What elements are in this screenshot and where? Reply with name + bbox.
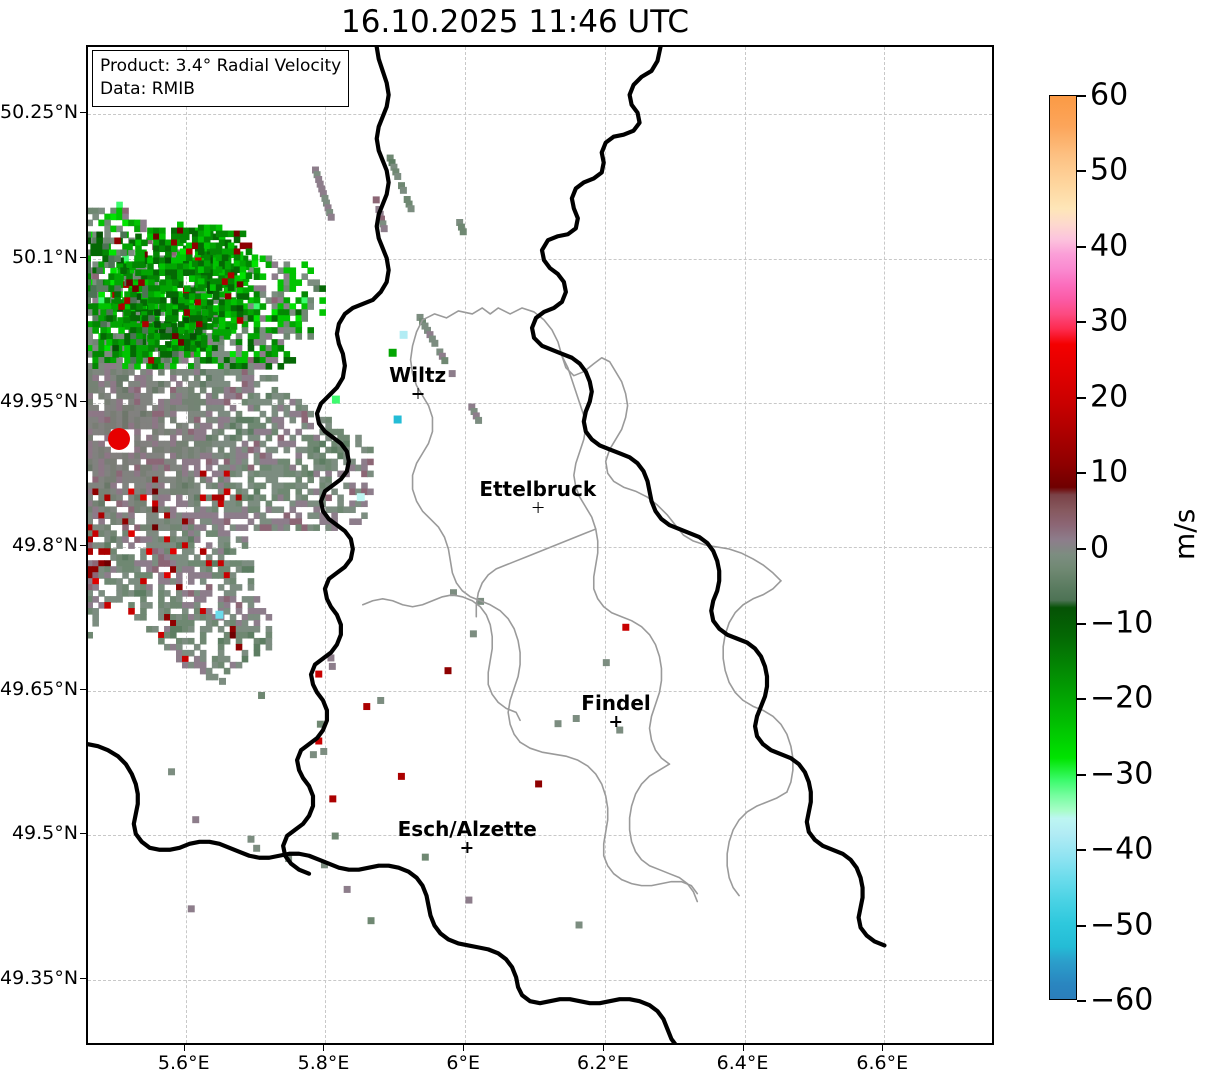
gridline-vertical (884, 47, 886, 1043)
x-tickmark (602, 1045, 604, 1051)
y-tickmark (80, 545, 86, 546)
colorbar-tick-label: −10 (1090, 605, 1154, 641)
colorbar-tick-label: 40 (1090, 228, 1129, 264)
colorbar-tickmark (1077, 396, 1086, 399)
page-title: 16.10.2025 11:46 UTC (341, 4, 689, 40)
colorbar-tick-label: −40 (1090, 831, 1154, 867)
y-tick-label: 49.5°N (11, 822, 78, 845)
map-plot-area[interactable]: Wiltz Ettelbruck Findel Esch/Alzette (86, 45, 994, 1045)
x-tick-label: 5.8°E (297, 1052, 350, 1074)
x-tickmark (183, 1045, 185, 1051)
gridline-horizontal (88, 547, 992, 548)
colorbar-tick-label: −30 (1090, 756, 1154, 792)
colorbar-tickmark (1077, 321, 1086, 324)
map-canvas: Wiltz Ettelbruck Findel Esch/Alzette (88, 47, 992, 1043)
colorbar-tickmark (1077, 622, 1086, 625)
y-tickmark (80, 833, 86, 835)
product-info-box: Product: 3.4° Radial Velocity Data: RMIB (92, 50, 350, 107)
colorbar-tickmark (1077, 924, 1086, 927)
gridline-vertical (604, 47, 606, 1043)
x-tick-label: 6°E (446, 1052, 480, 1074)
y-tick-label: 50.1°N (11, 245, 78, 268)
gridline-horizontal (88, 979, 992, 981)
y-tick-label: 50.25°N (0, 101, 79, 124)
y-tick-label: 49.65°N (0, 678, 79, 701)
radar-site-marker (108, 428, 131, 451)
colorbar[interactable] (1049, 95, 1077, 1000)
colorbar-unit-label: m/s (1168, 508, 1201, 560)
y-tickmark (80, 256, 86, 258)
gridline-vertical (465, 47, 467, 1043)
y-tick-label: 49.8°N (11, 534, 78, 556)
colorbar-tick-label: −50 (1090, 907, 1154, 943)
colorbar-tickmark (1077, 698, 1086, 701)
colorbar-tickmark (1077, 773, 1086, 776)
x-tickmark (323, 1045, 325, 1051)
colorbar-tick-label: 20 (1090, 379, 1129, 415)
x-tick-label: 6.4°E (716, 1052, 769, 1074)
x-tickmark (882, 1045, 884, 1051)
gridline-horizontal (88, 114, 992, 116)
gridline-horizontal (88, 402, 992, 404)
gridline-vertical (744, 47, 746, 1043)
gridline-horizontal (88, 691, 992, 693)
colorbar-tick-label: 60 (1090, 77, 1129, 113)
colorbar-tickmark (1077, 849, 1086, 852)
colorbar-tick-label: 0 (1090, 530, 1110, 565)
y-tickmark (80, 977, 86, 979)
y-tickmark (80, 689, 86, 691)
colorbar-tickmark (1077, 472, 1086, 475)
x-tick-label: 6.6°E (856, 1052, 909, 1074)
colorbar-tick-label: 30 (1090, 303, 1129, 339)
colorbar-gradient (1049, 95, 1077, 1000)
x-tickmark (463, 1045, 465, 1051)
colorbar-tickmark (1077, 547, 1086, 550)
colorbar-tick-label: 10 (1090, 454, 1129, 490)
radar-echo-layer (88, 154, 630, 929)
colorbar-tickmark (1077, 170, 1086, 173)
gridline-horizontal (88, 835, 992, 837)
y-tickmark (80, 400, 86, 402)
product-line: Product: 3.4° Radial Velocity (100, 56, 342, 76)
colorbar-tick-label: −20 (1090, 680, 1154, 716)
colorbar-tick-label: −60 (1090, 982, 1154, 1018)
colorbar-tickmark (1077, 95, 1086, 97)
internal-boundary-layer (361, 307, 794, 903)
country-border-layer (88, 47, 887, 1043)
colorbar-tickmark (1077, 245, 1086, 248)
data-source-line: Data: RMIB (100, 78, 195, 99)
x-tick-label: 5.6°E (157, 1052, 210, 1074)
y-tick-label: 49.95°N (0, 389, 79, 412)
gridline-horizontal (88, 258, 992, 260)
y-tick-label: 49.35°N (0, 966, 79, 989)
colorbar-tickmark (1077, 1000, 1086, 1002)
gridline-vertical (325, 47, 327, 1043)
colorbar-tick-label: 50 (1090, 152, 1129, 188)
y-tickmark (80, 112, 86, 114)
x-tickmark (742, 1045, 744, 1051)
x-tick-label: 6.2°E (576, 1052, 629, 1074)
